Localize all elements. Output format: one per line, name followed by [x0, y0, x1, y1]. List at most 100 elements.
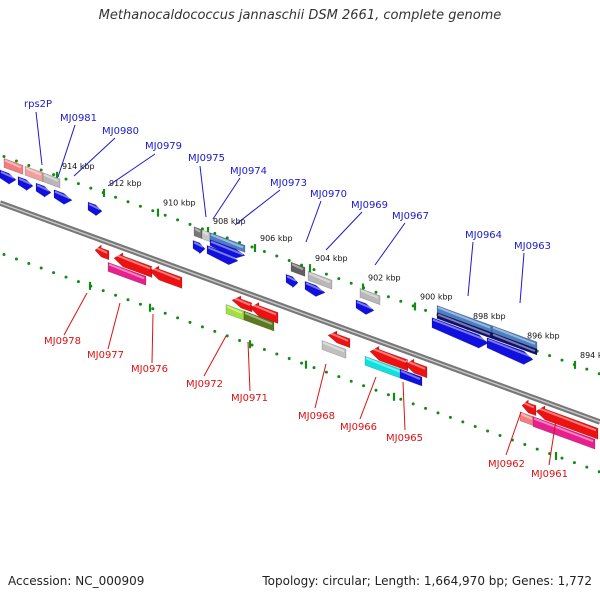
tick-dot [138, 204, 142, 208]
gene-label: MJ0966 [340, 422, 377, 433]
tick-dot [585, 367, 589, 371]
tick-dot [548, 354, 552, 358]
gene-box [243, 310, 275, 332]
gene-box [364, 355, 404, 380]
tick-dot [238, 338, 242, 342]
kbp-label: 898 kbp [473, 312, 506, 321]
tick-dot [337, 277, 341, 281]
leader-line [505, 411, 522, 456]
tick-dot [163, 311, 167, 315]
gene-arrow-forward [192, 240, 206, 255]
tick-dot [436, 411, 440, 415]
leader-line [519, 252, 525, 304]
gene-label: MJ0962 [488, 459, 525, 470]
tick-dot [275, 254, 279, 258]
gene-arrow-forward [285, 273, 299, 289]
tick-dot [2, 252, 6, 256]
gene-label: MJ0963 [514, 241, 551, 252]
tick-dot [461, 420, 465, 424]
kbp-label: 910 kbp [163, 199, 196, 208]
kbp-label: 896 kbp [527, 332, 560, 341]
tick-dot [126, 298, 130, 302]
tick-dot [262, 250, 266, 254]
leader-line [151, 313, 154, 364]
tick-dot [64, 275, 68, 279]
gene-label: MJ0978 [44, 336, 81, 347]
gene-box [307, 270, 333, 290]
leader-line [548, 419, 557, 466]
leader-line [325, 211, 363, 251]
tick-dot [424, 406, 428, 410]
tick-dot [386, 295, 390, 299]
tick-dot [399, 397, 403, 401]
gene-arrow-reverse [113, 252, 153, 278]
leader-line [247, 341, 251, 392]
tick-dot [411, 402, 415, 406]
gene-arrow-forward [486, 337, 534, 366]
gene-arrow-forward [17, 176, 34, 192]
tick-dot [374, 388, 378, 392]
tick-dot [300, 361, 304, 365]
leader-line [35, 111, 43, 166]
leader-line [314, 363, 327, 409]
gene-label: MJ0981 [60, 113, 97, 124]
tick-dot [114, 293, 118, 297]
tick-dot [27, 262, 31, 266]
gene-arrow-reverse [535, 405, 599, 440]
tick-dot [498, 434, 502, 437]
backbone-highlight [0, 202, 600, 423]
accession-text: Accession: NC_000909 [8, 574, 145, 588]
kbp-label: 904 kbp [315, 254, 348, 263]
gene-arrow-reverse [521, 399, 537, 417]
label-layer: 914 kbp 912 kbp 910 kbp 908 kbp 906 kbp 904 k… [24, 99, 600, 480]
gene-arrow-forward [431, 317, 489, 349]
gene-box [209, 232, 246, 253]
gene-box [42, 172, 61, 189]
gene-box [532, 416, 596, 450]
tick-dot [126, 200, 130, 204]
gene-arrow-reverse [149, 265, 183, 289]
tick-dot [386, 393, 390, 397]
kbp-label: 900 kbp [420, 292, 453, 301]
tick-dot [114, 195, 118, 199]
tick-dot [362, 384, 366, 388]
tick-dot [399, 299, 403, 303]
tick-dot [2, 154, 6, 158]
kbp-label: 902 kbp [368, 273, 401, 282]
gene-arrow-forward [87, 201, 103, 217]
tick-dot [176, 316, 180, 320]
gene-box [399, 368, 423, 387]
tick-dot [14, 159, 18, 163]
gene-arrow-reverse [231, 295, 253, 313]
tick-dot [250, 343, 254, 347]
gene-box [3, 158, 24, 175]
gene-arrow-reverse [94, 244, 110, 261]
tick-dot [151, 209, 155, 213]
gene-arrow-forward [355, 299, 375, 316]
leader-line [212, 177, 241, 220]
topology-text: Topology: circular; Length: 1,664,970 bp… [262, 574, 592, 588]
gene-box [107, 261, 147, 286]
backbone-layer [0, 200, 600, 425]
tick-dot [337, 375, 341, 379]
gene-arrow-forward [304, 280, 326, 298]
tick-dot [349, 379, 353, 383]
map-title: Methanocaldococcus jannaschii DSM 2661, … [98, 8, 502, 23]
tick-dot [324, 272, 328, 276]
gene-arrow-forward [0, 169, 17, 185]
gene-label: MJ0964 [465, 230, 502, 241]
gene-arrow-reverse [327, 330, 351, 349]
tick-dot [560, 456, 564, 460]
leader-line [467, 241, 474, 297]
gene-label: MJ0977 [87, 350, 124, 361]
gene-label: rps2P [24, 99, 52, 110]
tick-dot [52, 173, 56, 177]
tick-dot [14, 257, 18, 261]
tick-dot [324, 370, 328, 374]
gene-label: MJ0980 [102, 126, 139, 137]
tick-dot [312, 366, 316, 370]
kbp-label: 894 kbp [580, 351, 600, 360]
gene-label: MJ0971 [231, 393, 268, 404]
leader-line [234, 189, 281, 226]
